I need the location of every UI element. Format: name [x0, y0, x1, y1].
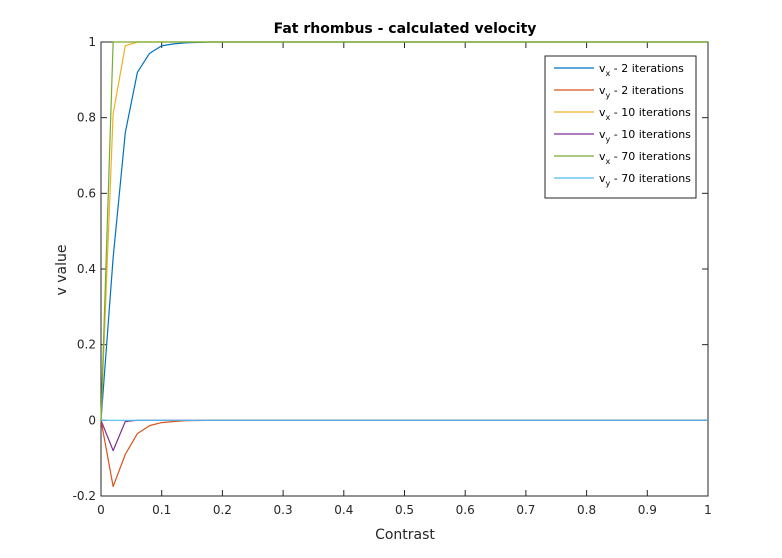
x-axis-title: Contrast — [375, 527, 435, 543]
legend-entry-2: vy - 2 iterations — [599, 84, 684, 100]
legend-entry-1: vx - 2 iterations — [599, 62, 684, 78]
y-axis-title: v value — [54, 245, 70, 296]
legend-entry-4: vy - 10 iterations — [599, 128, 691, 144]
y-tick-label: 0.4 — [77, 262, 96, 276]
plot-area: 0 0.1 0.2 0.3 0.4 0.5 0.6 0.7 0.8 0.9 1-0.200.20.4… — [73, 35, 712, 517]
series-line-5 — [100, 41, 708, 421]
x-tick-label: 0.3 — [274, 503, 293, 517]
legend-box — [544, 55, 697, 199]
legend-entry-6: vy - 70 iterations — [599, 172, 691, 188]
x-tick-label: 0.4 — [334, 503, 353, 517]
x-tick-label: 0.9 — [638, 503, 657, 517]
y-tick-label: 1 — [88, 35, 96, 49]
x-tick-label: 1 — [704, 503, 712, 517]
chart-title: Fat rhombus - calculated velocity — [274, 21, 537, 37]
y-tick-label: 0.6 — [77, 186, 96, 200]
x-tick-label: 0.8 — [577, 503, 596, 517]
x-tick-label: 0.5 — [395, 503, 414, 517]
x-tick-label: 0.2 — [213, 503, 232, 517]
x-tick-label: 0.6 — [456, 503, 475, 517]
y-tick-label: 0 — [88, 413, 96, 427]
legend: vx - 2 iterations vy - 2 iterations vx - 1… — [544, 55, 697, 199]
y-tick-label: 0.8 — [77, 111, 96, 125]
x-tick-label: 0.1 — [152, 503, 171, 517]
x-tick-label: 0 — [97, 503, 105, 517]
x-tick-label: 0.7 — [516, 503, 535, 517]
legend-entry-5: vx - 70 iterations — [599, 150, 691, 166]
y-tick-label: -0.2 — [73, 489, 96, 503]
y-tick-label: 0.2 — [77, 338, 96, 352]
legend-entry-3: vx - 10 iterations — [599, 106, 691, 122]
